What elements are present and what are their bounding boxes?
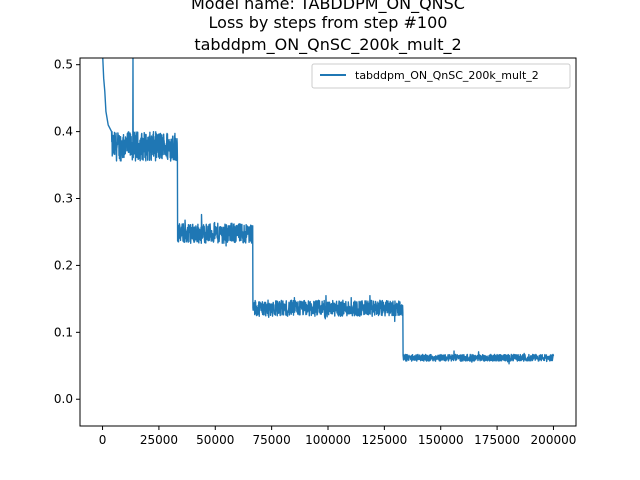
x-tick-label: 200000 [531, 433, 577, 447]
x-tick-label: 25000 [140, 433, 178, 447]
series-layer [102, 58, 555, 365]
legend-label: tabddpm_ON_QnSC_200k_mult_2 [355, 69, 539, 82]
legend: tabddpm_ON_QnSC_200k_mult_2 [311, 63, 571, 89]
title-line-1: Model name: TABDDPM_ON_QNSC [191, 0, 465, 14]
x-tick-label: 175000 [474, 433, 520, 447]
y-tick-label: 0.0 [54, 392, 73, 406]
legend-box [311, 63, 571, 89]
x-tick-label: 50000 [196, 433, 234, 447]
title-line-3: tabddpm_ON_QnSC_200k_mult_2 [194, 35, 461, 55]
y-tick-label: 0.4 [54, 125, 73, 139]
x-tick-label: 125000 [361, 433, 407, 447]
y-tick-label: 0.2 [54, 258, 73, 272]
series-line [102, 58, 555, 365]
y-tick-label: 0.5 [54, 58, 73, 72]
x-tick-label: 150000 [418, 433, 464, 447]
x-axis: 0 25000 50000 75000 100000 125000 150000 175000… [99, 426, 577, 447]
chart-title: Model name: TABDDPM_ON_QNSC Loss by step… [191, 0, 465, 55]
y-axis: 0.0 0.1 0.2 0.3 0.4 0.5 [54, 58, 80, 406]
y-tick-label: 0.1 [54, 325, 73, 339]
y-tick-label: 0.3 [54, 192, 73, 206]
x-tick-label: 0 [99, 433, 107, 447]
title-line-2: Loss by steps from step #100 [209, 13, 448, 32]
x-tick-label: 100000 [305, 433, 351, 447]
x-tick-label: 75000 [253, 433, 291, 447]
plot-frame [79, 57, 577, 427]
